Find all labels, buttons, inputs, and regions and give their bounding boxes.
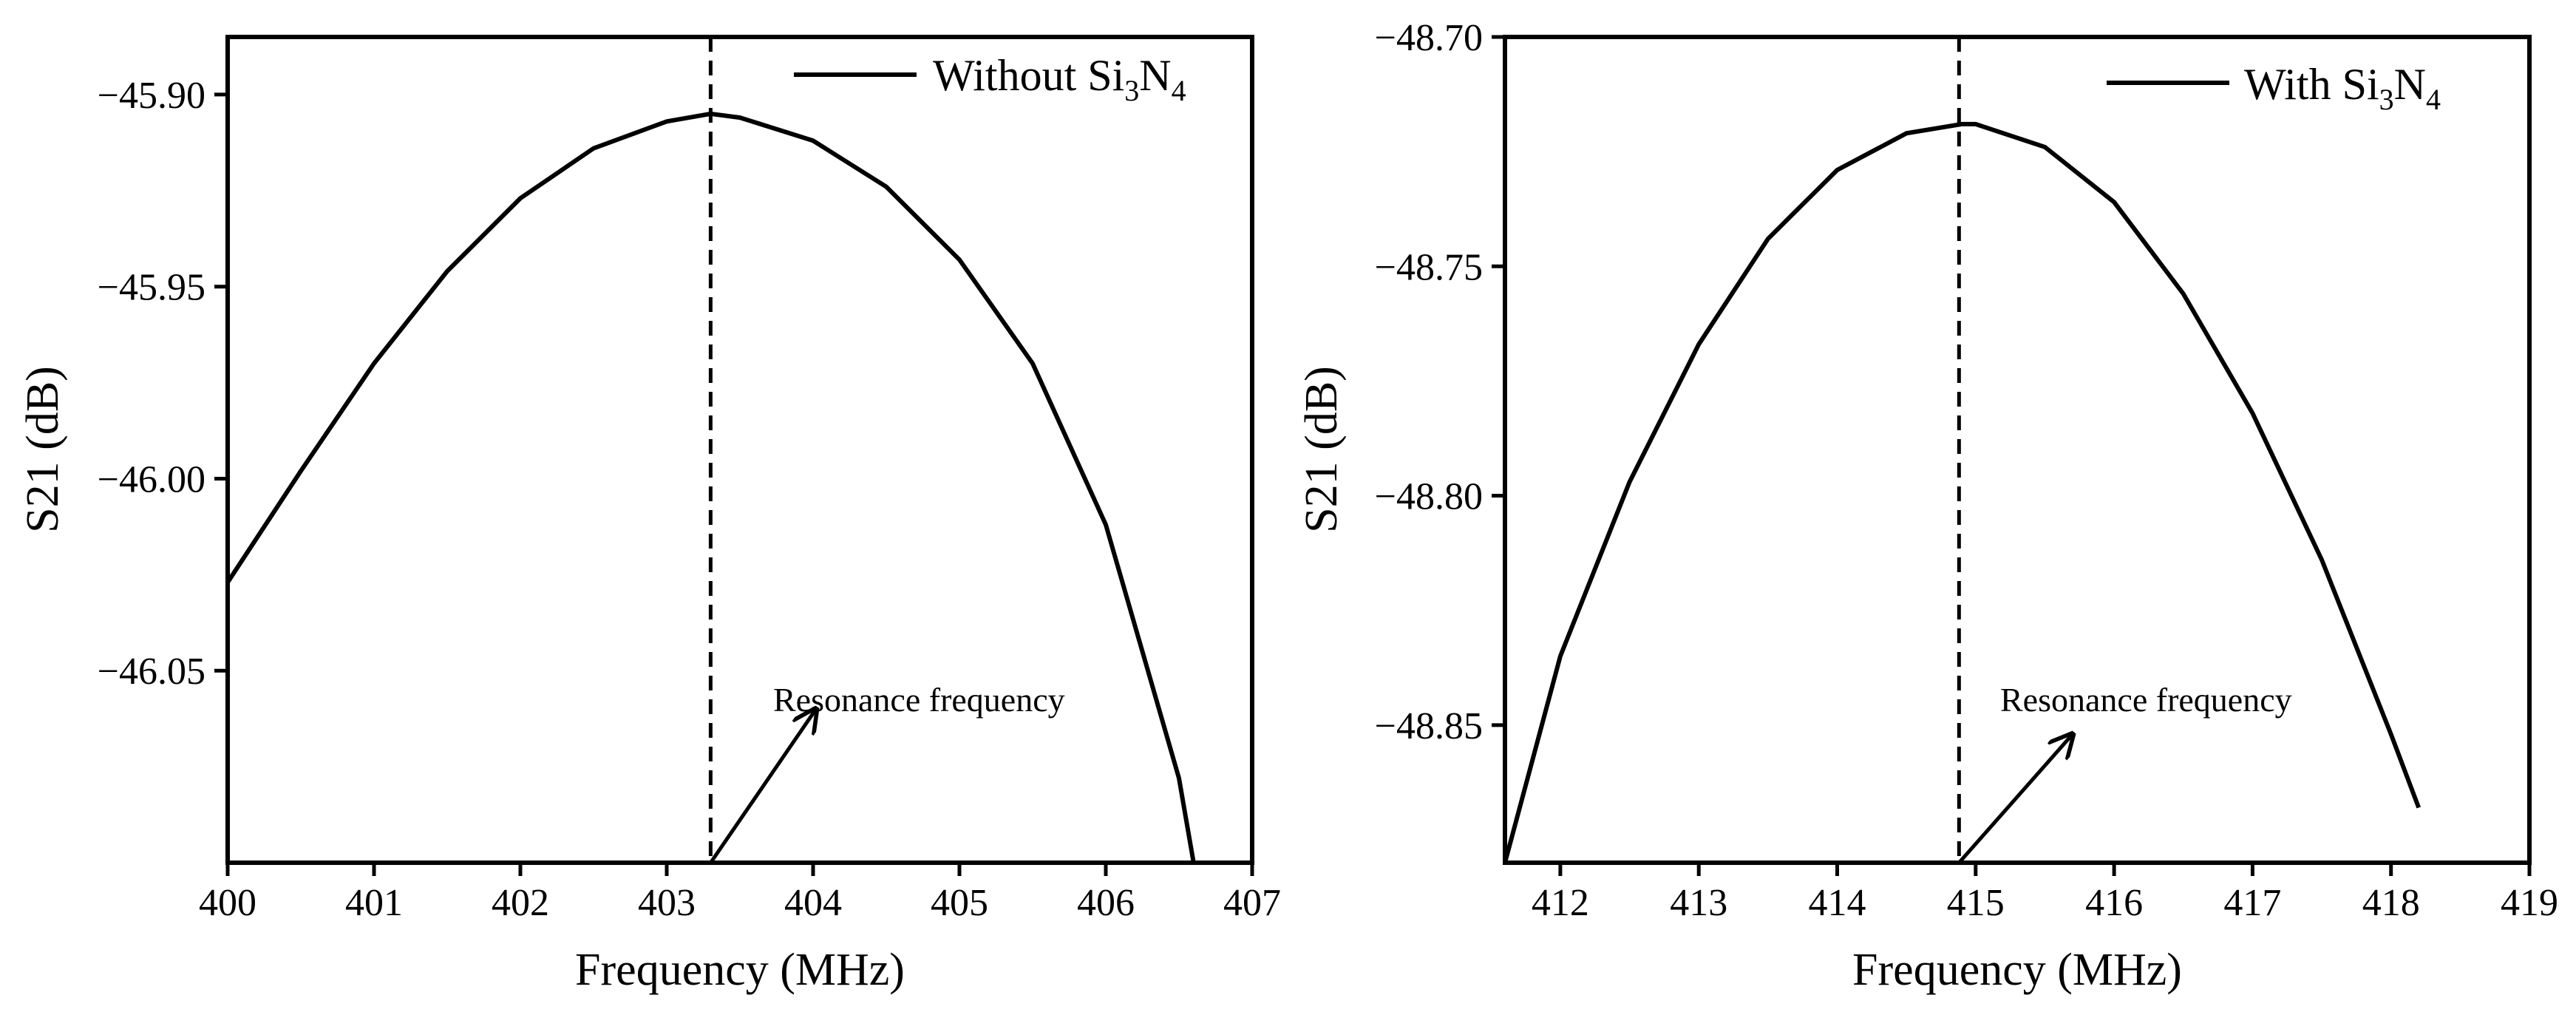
x-tick-label: 413: [1670, 882, 1727, 924]
x-tick-label: 418: [2362, 882, 2420, 924]
legend-subscript: 4: [2426, 83, 2441, 116]
y-ticks-left: −45.90 −45.95 −46.00 −46.05: [98, 75, 228, 693]
x-tick-label: 405: [931, 882, 988, 924]
x-ticks-left: 400 401 402 403 404 405 406 407: [199, 863, 1281, 924]
legend-label-without-si3n4: Without Si3N4: [933, 51, 1186, 107]
x-tick-label: 417: [2223, 882, 2281, 924]
x-tick-label: 419: [2501, 882, 2558, 924]
annotation-arrow-right: [1957, 734, 2073, 864]
y-ticks-right: −48.70 −48.75 −48.80 −48.85: [1375, 17, 1505, 747]
y-tick-label: −48.80: [1375, 476, 1483, 518]
x-axis-title-right: Frequency (MHz): [1852, 945, 2182, 995]
annotation-arrow-left: [709, 709, 816, 864]
x-tick-label: 403: [638, 882, 696, 924]
x-tick-label: 402: [492, 882, 549, 924]
x-tick-label: 415: [1947, 882, 2005, 924]
legend-label-with-si3n4: With Si3N4: [2244, 60, 2441, 116]
series-line-with-si3n4: [1503, 121, 2422, 863]
legend-left: Without Si3N4: [794, 51, 1186, 107]
y-tick-label: −46.00: [98, 458, 205, 500]
x-tick-label: 412: [1532, 882, 1589, 924]
y-tick-label: −48.75: [1375, 246, 1483, 288]
legend-label-main: With Si: [2244, 60, 2379, 109]
x-tick-label: 416: [2085, 882, 2143, 924]
legend-subscript: 3: [2379, 83, 2394, 116]
chart-left: −45.90 −45.95 −46.00 −46.05 400 401 402 …: [18, 35, 1281, 995]
y-axis-title-right: S21 (dB): [1297, 366, 1347, 533]
x-tick-label: 414: [1809, 882, 1866, 924]
y-tick-label: −45.90: [98, 75, 205, 117]
chart-right: −48.70 −48.75 −48.80 −48.85 412 413 414 …: [1297, 17, 2558, 995]
x-axis-title-left: Frequency (MHz): [575, 945, 905, 995]
y-tick-label: −48.70: [1375, 17, 1483, 59]
series-line-without-si3n4: [225, 111, 1196, 863]
x-tick-label: 407: [1223, 882, 1281, 924]
plot-frame-left: [225, 35, 1254, 865]
x-tick-label: 406: [1077, 882, 1135, 924]
y-tick-label: −48.85: [1375, 705, 1483, 747]
annotation-text-right: Resonance frequency: [2000, 681, 2292, 719]
legend-label-mid: N: [1139, 51, 1171, 100]
x-ticks-right: 412 413 414 415 416 417 418 419: [1532, 863, 2558, 924]
x-tick-label: 401: [345, 882, 403, 924]
x-tick-label: 404: [784, 882, 842, 924]
annotation-text-left: Resonance frequency: [773, 681, 1065, 719]
y-tick-label: −46.05: [98, 651, 205, 693]
plot-frame-right: [1503, 35, 2532, 865]
legend-subscript: 3: [1124, 74, 1139, 107]
y-tick-label: −45.95: [98, 267, 205, 309]
legend-label-mid: N: [2394, 60, 2426, 109]
legend-subscript: 4: [1172, 74, 1186, 107]
legend-right: With Si3N4: [2107, 60, 2441, 116]
y-axis-title-left: S21 (dB): [18, 366, 68, 533]
x-tick-label: 400: [199, 882, 256, 924]
legend-label-main: Without Si: [933, 51, 1124, 100]
